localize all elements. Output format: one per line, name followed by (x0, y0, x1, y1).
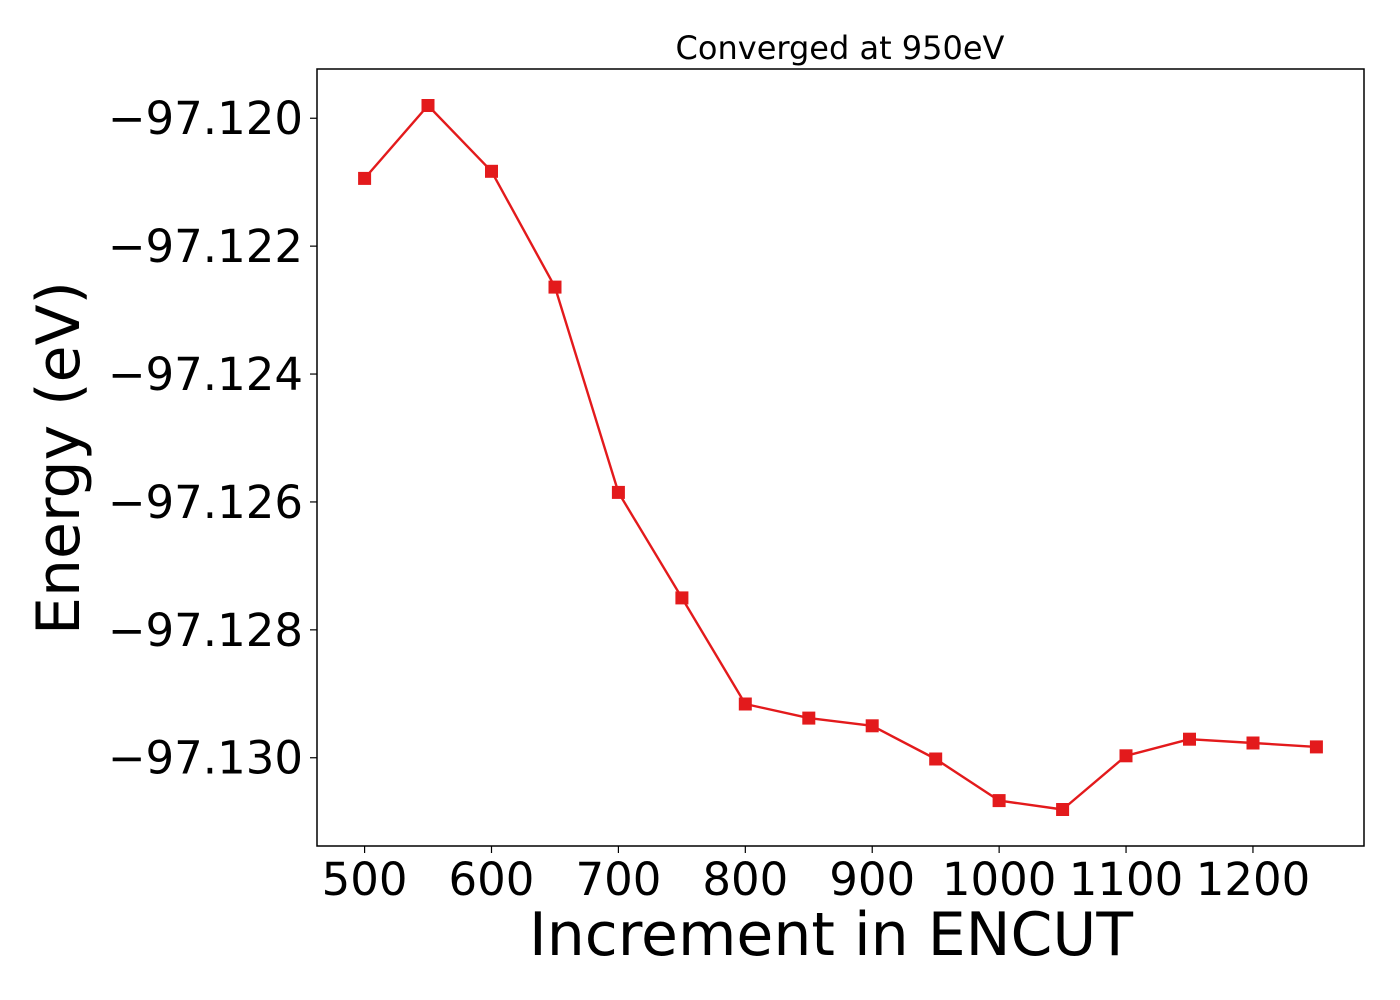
x-tick-label: 700 (575, 853, 661, 906)
y-axis-ticks: −97.120 −97.122 −97.124 −97.126 −97.128 −97.1… (108, 92, 317, 785)
series-line (363, 104, 1317, 811)
x-axis-label: Increment in ENCUT (529, 900, 1133, 970)
data-point-marker (485, 164, 498, 178)
series-layer (358, 99, 1323, 816)
plot-frame (316, 68, 1365, 847)
data-point-marker (1246, 736, 1260, 750)
x-tick-label: 800 (702, 853, 788, 906)
y-tick-label: −97.122 (108, 220, 303, 273)
x-tick-label: 1100 (1069, 853, 1184, 906)
x-axis-ticks: 500 600 700 800 900 1000 1100 1200 (322, 846, 1311, 906)
data-point-marker (1309, 740, 1323, 754)
y-axis-label: Energy (eV) (24, 281, 94, 635)
data-point-marker (675, 591, 689, 605)
x-tick-label: 1200 (1196, 853, 1311, 906)
data-point-marker (1119, 749, 1133, 763)
x-tick-label: 1000 (942, 853, 1057, 906)
data-point-marker (1056, 803, 1070, 816)
data-point-marker (548, 280, 562, 294)
data-point-marker (929, 752, 943, 766)
data-point-marker (1183, 732, 1196, 746)
x-tick-label: 500 (322, 853, 408, 906)
y-tick-label: −97.120 (108, 92, 303, 145)
y-tick-label: −97.124 (108, 348, 303, 401)
x-tick-label: 900 (829, 853, 915, 906)
data-point-marker (992, 794, 1006, 808)
data-point-marker (421, 99, 435, 112)
data-point-marker (802, 711, 816, 725)
y-tick-label: −97.126 (108, 476, 303, 529)
data-point-marker (738, 697, 752, 711)
y-tick-label: −97.130 (108, 732, 303, 785)
data-point-marker (865, 719, 879, 733)
chart-title: Converged at 950eV (676, 29, 1005, 67)
data-point-marker (358, 171, 372, 185)
data-point-marker (611, 485, 625, 499)
y-tick-label: −97.128 (108, 604, 303, 657)
x-tick-label: 600 (449, 853, 535, 906)
plot-area (316, 68, 1365, 847)
